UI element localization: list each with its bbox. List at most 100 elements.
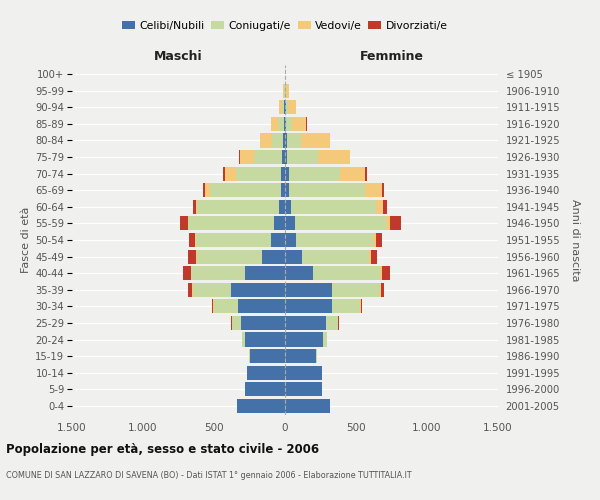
Bar	[340, 166, 365, 180]
Bar	[196, 233, 271, 247]
Bar	[283, 84, 284, 98]
Bar	[284, 100, 285, 114]
Bar	[196, 200, 197, 214]
Bar	[271, 117, 278, 131]
Bar	[280, 100, 282, 114]
Bar	[365, 183, 382, 198]
Bar	[332, 282, 380, 297]
Bar	[285, 399, 331, 413]
Bar	[189, 233, 195, 247]
Bar	[360, 300, 361, 314]
Bar	[278, 117, 284, 131]
Bar	[193, 200, 196, 214]
Bar	[285, 117, 286, 131]
Bar	[285, 282, 332, 297]
Bar	[241, 316, 285, 330]
Bar	[285, 200, 290, 214]
Bar	[242, 332, 245, 346]
Bar	[203, 183, 205, 198]
Bar	[281, 166, 285, 180]
Bar	[285, 100, 286, 114]
Bar	[274, 216, 285, 230]
Bar	[302, 250, 369, 264]
Bar	[262, 250, 285, 264]
Bar	[205, 183, 210, 198]
Bar	[285, 166, 289, 180]
Bar	[323, 332, 327, 346]
Bar	[301, 134, 330, 147]
Bar	[223, 166, 224, 180]
Bar	[188, 282, 192, 297]
Bar	[319, 150, 350, 164]
Y-axis label: Anni di nascita: Anni di nascita	[570, 198, 580, 281]
Bar	[289, 183, 365, 198]
Bar	[197, 250, 262, 264]
Bar	[281, 183, 285, 198]
Bar	[254, 150, 282, 164]
Bar	[386, 216, 390, 230]
Bar	[285, 150, 287, 164]
Bar	[188, 250, 196, 264]
Legend: Celibi/Nubili, Coniugati/e, Vedovi/e, Divorziati/e: Celibi/Nubili, Coniugati/e, Vedovi/e, Di…	[118, 16, 452, 35]
Bar	[282, 150, 285, 164]
Bar	[224, 166, 236, 180]
Bar	[195, 233, 196, 247]
Bar	[338, 316, 339, 330]
Bar	[193, 282, 231, 297]
Y-axis label: Fasce di età: Fasce di età	[21, 207, 31, 273]
Bar	[390, 216, 401, 230]
Bar	[231, 282, 285, 297]
Bar	[285, 349, 316, 363]
Bar	[250, 349, 285, 363]
Bar	[245, 332, 285, 346]
Bar	[285, 250, 302, 264]
Bar	[332, 300, 360, 314]
Bar	[285, 332, 323, 346]
Bar	[180, 216, 188, 230]
Bar	[382, 183, 385, 198]
Bar	[285, 382, 322, 396]
Bar	[380, 266, 382, 280]
Bar	[285, 300, 332, 314]
Bar	[284, 84, 285, 98]
Bar	[313, 266, 380, 280]
Bar	[285, 134, 287, 147]
Bar	[376, 233, 382, 247]
Text: COMUNE DI SAN LAZZARO DI SAVENA (BO) - Dati ISTAT 1° gennaio 2006 - Elaborazione: COMUNE DI SAN LAZZARO DI SAVENA (BO) - D…	[6, 471, 412, 480]
Bar	[285, 216, 295, 230]
Bar	[249, 349, 250, 363]
Text: Maschi: Maschi	[154, 50, 203, 62]
Bar	[290, 200, 376, 214]
Bar	[214, 300, 238, 314]
Bar	[197, 200, 280, 214]
Bar	[285, 84, 286, 98]
Bar	[285, 266, 313, 280]
Bar	[247, 366, 285, 380]
Bar	[361, 300, 362, 314]
Bar	[330, 134, 331, 147]
Bar	[380, 282, 381, 297]
Bar	[212, 300, 213, 314]
Bar	[285, 366, 322, 380]
Bar	[371, 250, 377, 264]
Bar	[284, 117, 285, 131]
Bar	[271, 233, 285, 247]
Bar	[286, 84, 289, 98]
Bar	[365, 166, 367, 180]
Bar	[280, 200, 285, 214]
Bar	[288, 100, 296, 114]
Bar	[245, 266, 285, 280]
Bar	[287, 150, 319, 164]
Bar	[192, 282, 193, 297]
Bar	[260, 134, 272, 147]
Bar	[188, 216, 274, 230]
Bar	[184, 266, 191, 280]
Bar	[286, 117, 292, 131]
Bar	[272, 134, 283, 147]
Bar	[239, 150, 254, 164]
Bar	[245, 382, 285, 396]
Bar	[296, 233, 373, 247]
Bar	[191, 266, 245, 280]
Bar	[382, 266, 390, 280]
Bar	[369, 250, 371, 264]
